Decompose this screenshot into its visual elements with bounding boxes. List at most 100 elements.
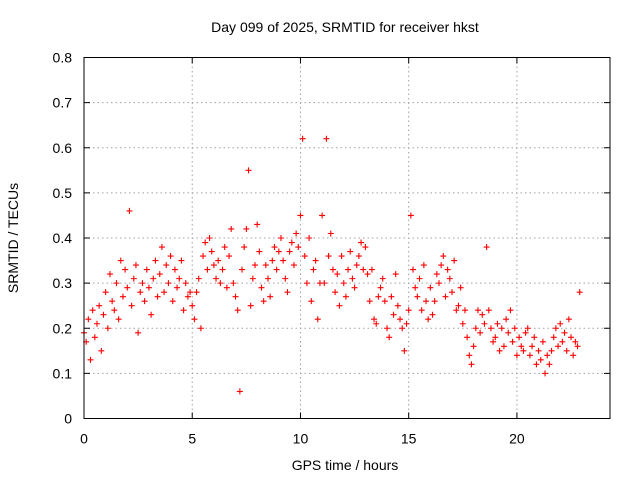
data-point	[407, 212, 414, 219]
y-tick-label: 0.3	[53, 275, 73, 291]
data-point	[273, 266, 280, 273]
data-point	[204, 266, 211, 273]
data-point	[213, 275, 220, 282]
data-point	[414, 293, 421, 300]
data-point	[440, 253, 447, 260]
data-point	[310, 266, 317, 273]
data-point	[321, 280, 328, 287]
data-point	[468, 361, 475, 368]
data-point	[195, 275, 202, 282]
data-point	[544, 352, 551, 359]
data-point	[477, 329, 484, 336]
data-point	[518, 343, 525, 350]
data-point	[332, 289, 339, 296]
x-tick-label: 5	[188, 431, 196, 447]
data-point	[459, 320, 466, 327]
data-point	[264, 275, 271, 282]
data-point	[403, 320, 410, 327]
data-point	[487, 325, 494, 332]
data-point	[384, 325, 391, 332]
y-tick-labels: 0 0.1 0.2 0.3 0.4 0.5 0.6 0.7 0.8	[53, 50, 73, 427]
data-point	[230, 280, 237, 287]
data-point	[490, 338, 497, 345]
data-point	[435, 280, 442, 287]
data-point	[228, 225, 235, 232]
data-point	[427, 284, 434, 291]
data-point	[243, 225, 250, 232]
data-point	[232, 293, 239, 300]
data-point	[561, 329, 568, 336]
x-tick-label: 20	[509, 431, 525, 447]
data-point	[448, 289, 455, 296]
data-point	[336, 302, 343, 309]
data-point	[158, 244, 165, 251]
data-point	[570, 352, 577, 359]
data-point	[219, 266, 226, 273]
data-point	[137, 289, 144, 296]
data-point	[132, 262, 139, 269]
data-point	[275, 248, 282, 255]
data-point	[325, 253, 332, 260]
data-point	[128, 302, 135, 309]
data-point	[342, 293, 349, 300]
data-point	[236, 388, 243, 395]
data-point	[329, 266, 336, 273]
data-point	[182, 280, 189, 287]
data-point	[178, 257, 185, 264]
data-point	[284, 289, 291, 296]
data-point	[109, 298, 116, 305]
data-point	[252, 262, 259, 269]
data-point	[531, 334, 538, 341]
data-point	[200, 253, 207, 260]
data-point	[505, 329, 512, 336]
data-point	[85, 316, 92, 323]
data-point	[189, 302, 196, 309]
data-point	[444, 266, 451, 273]
data-point	[102, 289, 109, 296]
data-point	[355, 253, 362, 260]
data-point	[358, 239, 365, 246]
data-point	[217, 280, 224, 287]
data-point	[576, 289, 583, 296]
data-point	[145, 284, 152, 291]
data-point	[529, 343, 536, 350]
data-point	[171, 266, 178, 273]
data-point	[500, 343, 507, 350]
data-point	[184, 293, 191, 300]
data-point	[481, 320, 488, 327]
data-point	[537, 356, 544, 363]
data-point	[167, 253, 174, 260]
data-point	[96, 302, 103, 309]
data-point	[267, 293, 274, 300]
data-point	[269, 257, 276, 264]
data-point	[308, 298, 315, 305]
data-point	[451, 257, 458, 264]
data-point	[143, 266, 150, 273]
x-tick-label: 10	[293, 431, 309, 447]
data-point	[351, 284, 358, 291]
data-point	[254, 221, 261, 228]
data-point	[215, 257, 222, 264]
data-point	[418, 307, 425, 314]
data-point	[446, 275, 453, 282]
plot-frame	[83, 57, 611, 419]
data-point	[572, 338, 579, 345]
data-point	[360, 266, 367, 273]
data-point	[206, 235, 213, 241]
data-point	[91, 334, 98, 341]
data-point	[338, 253, 345, 260]
data-point	[176, 275, 183, 282]
data-point	[241, 244, 248, 251]
x-tick-label: 0	[80, 431, 88, 447]
data-point	[379, 275, 386, 282]
data-point	[371, 316, 378, 323]
y-axis-title: SRMTID / TECUs	[5, 183, 21, 293]
data-point	[306, 235, 313, 241]
data-point	[239, 266, 246, 273]
y-tick-label: 0.6	[53, 140, 73, 156]
y-tick-label: 0	[64, 411, 72, 427]
data-point	[141, 298, 148, 305]
data-point	[410, 266, 417, 273]
data-point	[433, 271, 440, 278]
data-points	[81, 135, 583, 395]
